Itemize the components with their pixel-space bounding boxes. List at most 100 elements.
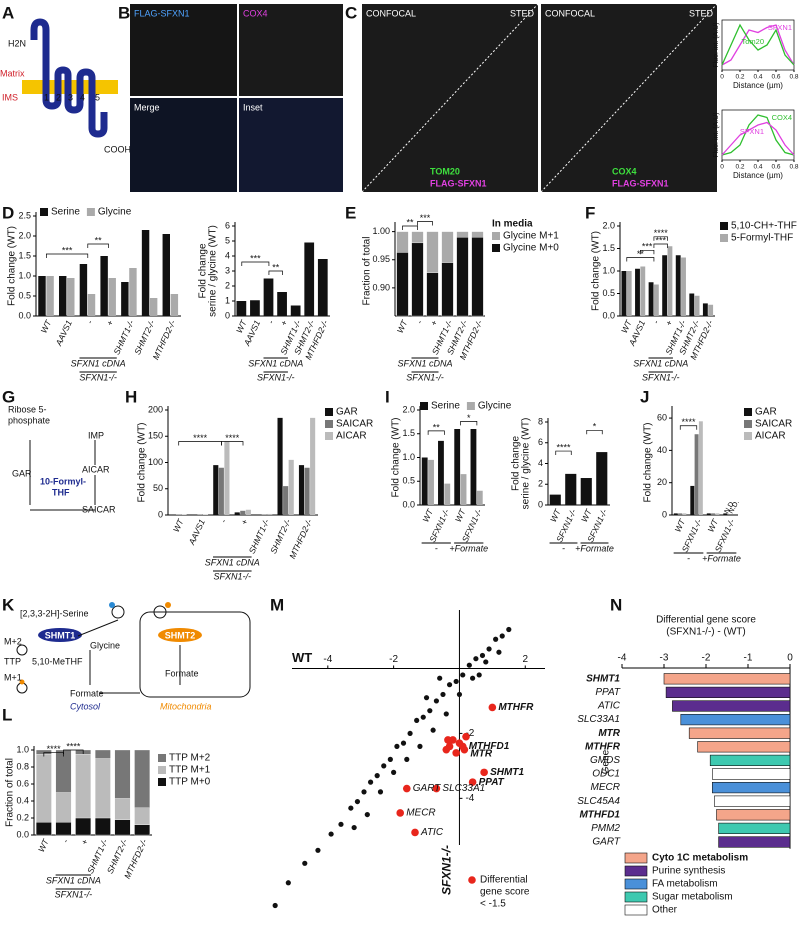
point-label: GART: [413, 783, 441, 794]
molecule: [16, 644, 28, 656]
point-label: SLC33A1: [442, 783, 485, 794]
label: 3: [68, 92, 73, 102]
group-label: -: [562, 543, 565, 553]
bar-segment: [134, 807, 150, 825]
legend-label: 5-Formyl-THF: [731, 233, 793, 244]
legend-label: Glycine: [478, 401, 512, 412]
bar-segment: [471, 231, 484, 238]
x-tick-label: 0.6: [771, 164, 780, 171]
bar: [277, 292, 287, 316]
divider: [361, 3, 539, 193]
y-tick-label: 0.2: [16, 812, 29, 822]
point: [446, 682, 453, 688]
legend-label: Cyto 1C metabolism: [652, 853, 748, 864]
legend-label: Sugar metabolism: [652, 892, 733, 903]
y-tick-label: 2: [225, 280, 230, 290]
legend-label: SAICAR: [755, 419, 792, 430]
bar-segment: [114, 798, 131, 820]
bar-segment: [441, 231, 454, 263]
x-tick-label: WT: [395, 318, 410, 335]
legend-label: Purine synthesis: [652, 866, 725, 877]
point-label: MTHFR: [498, 702, 534, 713]
point: [460, 672, 466, 678]
bar-segment: [396, 231, 409, 253]
bar: [680, 713, 791, 726]
bar: [162, 234, 170, 316]
legend-swatch: [158, 778, 166, 786]
bar: [711, 781, 791, 794]
bar: [121, 282, 129, 316]
point-label: ATIC: [420, 827, 444, 838]
bar: [665, 686, 791, 698]
legend-swatch: [492, 232, 500, 240]
x-tick-label: -2: [389, 654, 398, 665]
highlight-point: [452, 749, 460, 757]
legend-label: TTP M+2: [169, 753, 211, 764]
bar: [236, 301, 247, 316]
legend-label: AICAR: [336, 431, 367, 442]
bar: [682, 513, 687, 515]
point: [285, 880, 291, 886]
bar: [170, 294, 179, 316]
legend-swatch: [325, 408, 333, 416]
bar: [224, 441, 230, 515]
y-tick-label: 1.0: [402, 452, 415, 462]
legend-swatch: [420, 402, 428, 410]
series-label: SFXN1: [740, 127, 764, 136]
highlight-point: [396, 809, 405, 817]
y-tick-label: 6: [538, 437, 543, 447]
point: [367, 779, 374, 785]
significance-bracket: [63, 749, 84, 754]
bar-segment: [134, 749, 150, 808]
bar: [79, 264, 88, 316]
y-tick-label: 40: [657, 445, 667, 455]
label: 4: [80, 92, 85, 102]
group-label: -: [435, 543, 438, 553]
significance: **: [95, 235, 103, 245]
x-tick-label: WT: [548, 507, 563, 524]
significance-bracket: [586, 429, 603, 435]
x-tick-label: 0.8: [789, 164, 798, 171]
group-label: SFXN1 cDNA: [397, 358, 452, 368]
x-tick-label: 0.6: [771, 74, 780, 81]
label: M+2: [4, 636, 22, 646]
panel-letter: H: [125, 387, 137, 406]
bar: [626, 271, 632, 316]
x-tick-label: -: [84, 318, 94, 325]
micrographs-c: CONFOCAL STED TOM20 FLAG-SFXN1 CONFOCAL …: [361, 3, 718, 193]
y-axis-label: serine / glycine (WT): [208, 225, 219, 317]
bar-segment: [75, 817, 91, 836]
legend-swatch: [466, 402, 475, 410]
significance: ***: [642, 242, 653, 252]
bar: [718, 836, 791, 848]
y-tick-label: 2.0: [18, 230, 31, 240]
significance-bracket: [653, 243, 668, 248]
y-axis-label: Fluo. int. (A.U): [713, 22, 720, 67]
bar: [444, 483, 451, 505]
arrow: [77, 619, 181, 694]
bar: [689, 293, 695, 316]
bar: [290, 305, 301, 316]
point-label: SHMT1: [490, 767, 524, 778]
legend-swatch: [720, 222, 728, 230]
x-axis-label: Distance (µm): [733, 81, 783, 90]
bar: [549, 494, 561, 505]
point: [387, 756, 393, 762]
x-tick-label: 0.2: [735, 164, 744, 171]
bar-segment: [36, 754, 52, 823]
legend-label: Glycine M+0: [503, 243, 559, 254]
divider: [540, 3, 718, 193]
bar-segment: [411, 231, 424, 244]
bar: [191, 514, 197, 515]
bar: [310, 417, 316, 515]
bar: [635, 268, 640, 316]
group-label: SFXN1-/-: [642, 372, 680, 382]
y-tick-label: MTR: [598, 728, 620, 739]
bar: [708, 304, 714, 316]
y-tick-label: MTHFD1: [579, 809, 620, 820]
y-tick-label: -2: [465, 728, 474, 739]
bar: [580, 478, 592, 505]
y-axis-label: Fold change (WT): [643, 422, 654, 502]
significance: ***: [655, 235, 666, 245]
